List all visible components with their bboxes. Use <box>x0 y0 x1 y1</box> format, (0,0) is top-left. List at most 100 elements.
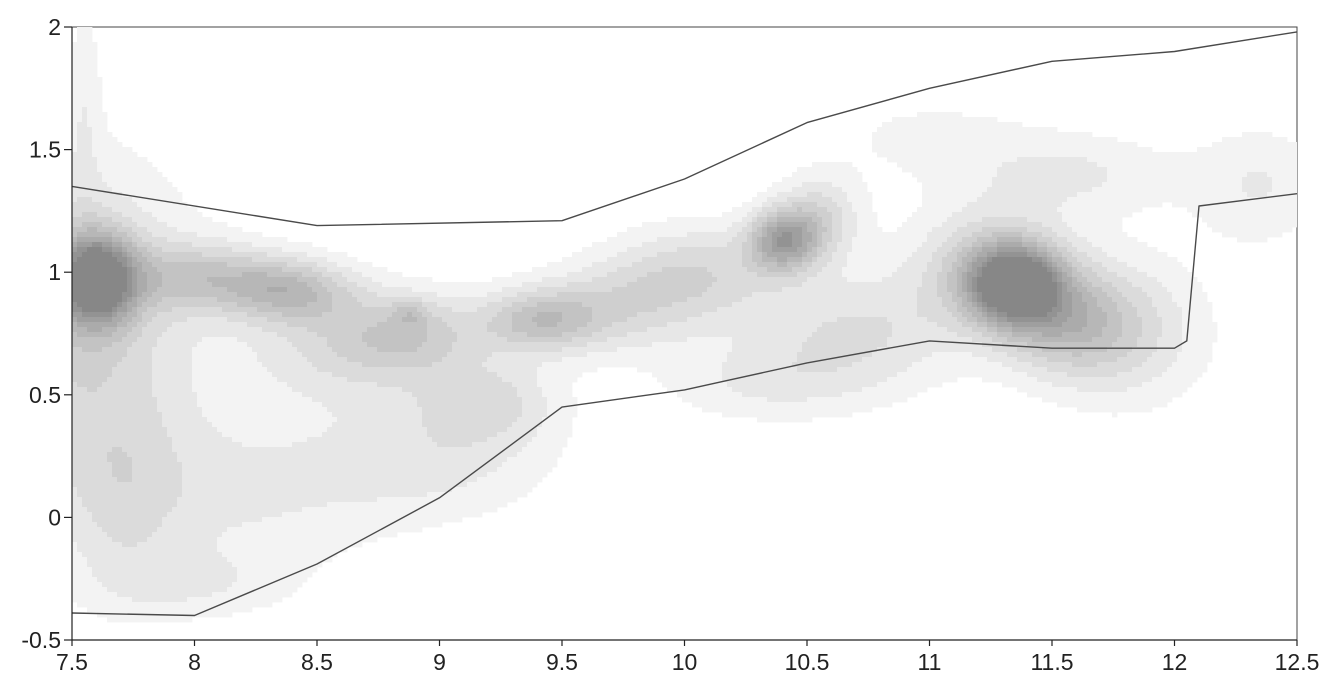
contour-cell <box>217 552 223 558</box>
contour-cell <box>167 342 173 348</box>
contour-cell <box>262 392 268 398</box>
contour-cell <box>137 332 143 338</box>
contour-cell <box>382 337 388 343</box>
contour-cell <box>82 192 88 198</box>
contour-cell <box>207 247 213 253</box>
contour-cell <box>202 397 208 403</box>
contour-cell <box>92 227 98 233</box>
contour-cell <box>82 97 88 103</box>
contour-cell <box>212 532 218 538</box>
contour-cell <box>142 402 148 408</box>
contour-cell <box>122 407 128 413</box>
contour-cell <box>292 262 298 268</box>
contour-cell <box>277 507 283 513</box>
contour-cell <box>262 562 268 568</box>
contour-cell <box>112 582 118 588</box>
contour-cell <box>362 267 368 273</box>
contour-cell <box>182 292 188 298</box>
contour-cell <box>72 372 78 378</box>
contour-cell <box>137 307 143 313</box>
contour-cell <box>252 367 258 373</box>
contour-cell <box>362 357 368 363</box>
contour-cell <box>97 367 103 373</box>
contour-cell <box>262 502 268 508</box>
contour-cell <box>172 372 178 378</box>
contour-cell <box>217 342 223 348</box>
contour-cell <box>202 227 208 233</box>
contour-cell <box>157 502 163 508</box>
contour-cell <box>227 367 233 373</box>
contour-cell <box>107 177 113 183</box>
contour-cell <box>192 517 198 523</box>
contour-cell <box>337 262 343 268</box>
contour-cell <box>347 307 353 313</box>
contour-cell <box>217 437 223 443</box>
contour-cell <box>242 367 248 373</box>
contour-cell <box>232 547 238 553</box>
contour-cell <box>77 577 83 583</box>
contour-cell <box>382 352 388 358</box>
contour-cell <box>112 512 118 518</box>
contour-cell <box>332 547 338 553</box>
contour-cell <box>327 487 333 493</box>
contour-cell <box>132 417 138 423</box>
contour-cell <box>282 252 288 258</box>
contour-cell <box>357 482 363 488</box>
contour-cell <box>177 597 183 603</box>
contour-cell <box>112 242 118 248</box>
contour-cell <box>102 317 108 323</box>
contour-cell <box>357 477 363 483</box>
contour-cell <box>117 557 123 563</box>
contour-cell <box>82 212 88 218</box>
contour-cell <box>232 507 238 513</box>
contour-cell <box>172 307 178 313</box>
contour-cell <box>227 382 233 388</box>
contour-cell <box>352 487 358 493</box>
contour-cell <box>167 297 173 303</box>
contour-cell <box>207 282 213 288</box>
contour-cell <box>212 437 218 443</box>
contour-cell <box>152 352 158 358</box>
contour-cell <box>222 397 228 403</box>
contour-cell <box>202 237 208 243</box>
contour-cell <box>232 452 238 458</box>
contour-cell <box>327 517 333 523</box>
contour-cell <box>297 312 303 318</box>
contour-cell <box>257 332 263 338</box>
contour-cell <box>232 367 238 373</box>
contour-cell <box>272 422 278 428</box>
contour-cell <box>152 462 158 468</box>
contour-cell <box>302 422 308 428</box>
contour-cell <box>72 147 78 153</box>
contour-cell <box>242 427 248 433</box>
contour-cell <box>147 197 153 203</box>
contour-cell <box>297 507 303 513</box>
contour-cell <box>177 402 183 408</box>
contour-cell <box>357 302 363 308</box>
contour-cell <box>72 312 78 318</box>
contour-cell <box>377 417 383 423</box>
contour-cell <box>377 272 383 278</box>
contour-cell <box>77 207 83 213</box>
contour-cell <box>82 337 88 343</box>
contour-cell <box>247 527 253 533</box>
contour-cell <box>367 532 373 538</box>
contour-cell <box>87 497 93 503</box>
contour-cell <box>167 197 173 203</box>
contour-cell <box>157 352 163 358</box>
contour-cell <box>292 307 298 313</box>
contour-cell <box>147 237 153 243</box>
contour-cell <box>112 442 118 448</box>
contour-cell <box>357 507 363 513</box>
contour-cell <box>147 277 153 283</box>
contour-cell <box>332 477 338 483</box>
contour-cell <box>277 387 283 393</box>
contour-cell <box>82 262 88 268</box>
contour-cell <box>362 432 368 438</box>
contour-cell <box>287 427 293 433</box>
contour-cell <box>187 487 193 493</box>
contour-cell <box>297 502 303 508</box>
contour-cell <box>182 257 188 263</box>
contour-cell <box>217 517 223 523</box>
contour-cell <box>297 277 303 283</box>
